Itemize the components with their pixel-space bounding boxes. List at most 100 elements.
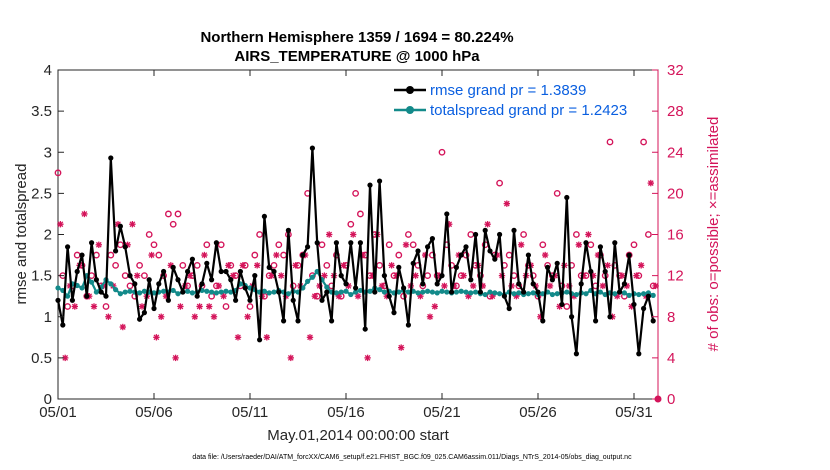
obs-assimilated-marker (398, 344, 405, 351)
rmse-point (295, 318, 301, 324)
obs-assimilated-marker (599, 282, 606, 290)
x-tick-label: 05/11 (232, 404, 268, 421)
totalspread-point (453, 289, 459, 295)
obs-assimilated-marker (412, 272, 419, 279)
rmse-point (65, 244, 71, 250)
totalspread-point (175, 291, 181, 297)
obs-assimilated-marker (254, 262, 261, 269)
obs-assimilated-marker (234, 334, 242, 341)
rmse-point (549, 277, 556, 283)
obs-assimilated-marker (311, 292, 318, 300)
totalspread-point (511, 291, 517, 297)
rmse-point (641, 305, 647, 312)
rmse-point (362, 326, 368, 332)
obs-assimilated-stroke (167, 262, 174, 269)
rmse-point (650, 318, 656, 324)
totalspread-point (487, 289, 493, 295)
obs-assimilated-stroke (614, 293, 621, 300)
totalspread-point (405, 289, 411, 295)
rmse-point (353, 285, 359, 291)
obs-assimilated-marker (129, 221, 136, 228)
totalspread-point (650, 292, 656, 298)
rmse-point (645, 293, 652, 299)
obs-assimilated-stroke (340, 262, 347, 269)
obs-assimilated-marker (81, 210, 88, 218)
obs-assimilated-marker (220, 292, 227, 300)
rmse-point (391, 310, 397, 316)
obs-assimilated-marker (215, 282, 222, 290)
obs-possible-marker (136, 261, 144, 269)
rmse-point (621, 281, 628, 287)
rmse-point (458, 252, 464, 258)
x-axis: 05/01 05/06 05/11 05/16 05/21 05/26 05/31 (39, 70, 653, 421)
obs-assimilated-stroke (148, 252, 155, 258)
obs-assimilated-stroke (215, 283, 222, 289)
obs-assimilated-stroke (225, 262, 232, 269)
obs-assimilated-marker (225, 262, 232, 269)
obs-assimilated-marker (638, 262, 645, 269)
obs-assimilated-stroke (412, 272, 419, 279)
obs-assimilated-stroke (311, 293, 318, 300)
rmse-point (545, 264, 551, 270)
obs-possible-marker (356, 210, 364, 218)
obs-assimilated-stroke (604, 262, 611, 269)
rmse-point (535, 289, 541, 295)
x-tick-label: 05/21 (423, 404, 461, 421)
y2-tick-label: 28 (667, 103, 684, 120)
obs-assimilated-stroke (388, 262, 395, 269)
obs-assimilated-stroke (518, 241, 525, 248)
rmse-point (146, 277, 152, 283)
rmse-point (103, 293, 109, 299)
obs-possible-marker (404, 231, 412, 238)
obs-possible-marker (193, 261, 201, 269)
totalspread-point (458, 288, 464, 294)
rmse-point (247, 297, 253, 303)
rmse-point (199, 281, 205, 287)
obs-possible-marker (318, 241, 326, 249)
rmse-point (213, 240, 219, 246)
totalspread-point (223, 288, 229, 294)
obs-assimilated-stroke (220, 293, 227, 300)
obs-assimilated-marker (575, 241, 582, 248)
rmse-point (329, 318, 335, 324)
obs-assimilated-marker (542, 251, 549, 259)
obs-assimilated-marker (186, 272, 194, 279)
totalspread-point (525, 291, 532, 297)
rmse-point (141, 310, 147, 316)
rmse-point (477, 289, 483, 295)
obs-assimilated-stroke (244, 313, 251, 320)
totalspread-point (137, 290, 143, 296)
rmse-point (170, 264, 176, 270)
totalspread-point (597, 289, 604, 295)
obs-possible-marker (573, 231, 580, 238)
obs-assimilated-marker (278, 272, 285, 279)
obs-assimilated-stroke (638, 262, 645, 269)
x-axis-label: May.01,2014 00:00:00 start (267, 427, 449, 444)
obs-assimilated-stroke (191, 313, 198, 320)
obs-assimilated-stroke (95, 241, 102, 248)
obs-possible-marker (256, 231, 263, 238)
obs-assimilated-stroke (427, 313, 433, 320)
obs-assimilated-stroke (206, 303, 213, 310)
y-tick-label: 3 (44, 144, 52, 161)
obs-assimilated-stroke (172, 355, 179, 361)
obs-assimilated-stroke (547, 283, 553, 289)
rmse-point (429, 236, 435, 242)
obs-possible-marker (553, 189, 561, 197)
rmse-point (501, 293, 507, 299)
y-tick-label: 0 (44, 391, 52, 408)
rmse-point (300, 252, 306, 258)
obs-assimilated-stroke (268, 272, 275, 279)
rmse-point (55, 297, 61, 303)
rmse-point (468, 277, 474, 283)
obs-possible-marker (102, 303, 110, 310)
obs-assimilated-stroke (115, 221, 121, 228)
totalspread-point (612, 291, 618, 297)
obs-assimilated-stroke (254, 262, 261, 269)
obs-possible-marker (645, 231, 652, 238)
rmse-point (497, 231, 503, 238)
obs-possible-marker (203, 241, 211, 249)
obs-assimilated-stroke (187, 272, 193, 279)
rmse-point (357, 240, 363, 246)
obs-possible-marker (323, 261, 331, 269)
